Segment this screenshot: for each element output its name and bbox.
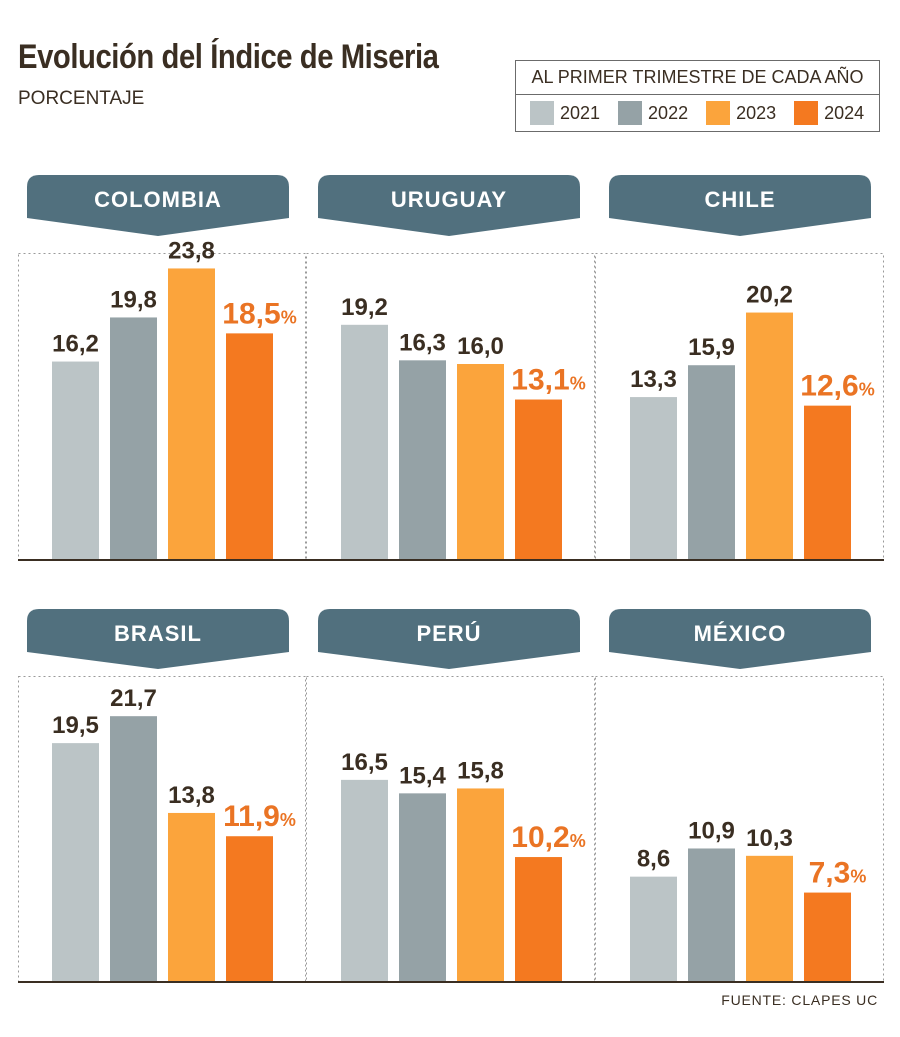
bar-2021 (52, 361, 99, 560)
data-label-highlight: 7,3% (809, 857, 867, 890)
panel-frame (306, 253, 595, 561)
panel-colombia: COLOMBIA 16,2 19,8 23,8 18,5% (18, 175, 306, 561)
data-label-highlight: 10,2% (511, 821, 585, 854)
data-label: 13,3 (630, 366, 677, 393)
percent-suffix: % (850, 867, 866, 887)
country-header-banner (27, 609, 289, 669)
data-label: 13,8 (168, 782, 215, 809)
data-label: 23,8 (168, 237, 215, 264)
bar-2021 (630, 397, 677, 560)
legend-label-2023: 2023 (736, 102, 777, 123)
bar-2022 (399, 793, 446, 982)
bar-2024 (515, 857, 562, 982)
bar-2023 (457, 788, 504, 982)
bar-2023 (746, 855, 793, 982)
bar-2024 (515, 399, 562, 560)
panel-frame (306, 676, 595, 983)
legend-swatch-2022 (618, 101, 643, 125)
data-label-highlight: 13,1% (511, 364, 585, 397)
bar-2023 (168, 812, 215, 982)
panel-frame (595, 676, 884, 983)
data-label: 8,6 (637, 846, 670, 873)
panel-peru: PERÚ 16,5 15,4 15,8 10,2% (306, 609, 595, 983)
data-label: 16,0 (457, 333, 504, 360)
country-header-label: CHILE (705, 187, 776, 212)
data-label: 15,8 (457, 757, 504, 784)
chart-subtitle: PORCENTAJE (18, 88, 145, 109)
country-header-label: PERÚ (416, 621, 481, 646)
data-label: 10,3 (746, 825, 793, 852)
legend-label-2021: 2021 (560, 102, 601, 123)
bar-2022 (688, 365, 735, 560)
country-header-banner (27, 175, 289, 236)
panel-frame (18, 253, 306, 561)
percent-suffix: % (281, 307, 297, 327)
bar-2022 (110, 317, 157, 560)
data-label-highlight: 12,6% (800, 370, 874, 403)
panel-uruguay: URUGUAY 19,2 16,3 16,0 13,1% (306, 175, 595, 561)
bar-2023 (746, 312, 793, 560)
percent-suffix: % (570, 831, 586, 851)
legend-swatch-2024 (794, 101, 819, 125)
country-header-banner (609, 609, 871, 669)
bar-2024 (226, 333, 273, 560)
data-label: 16,3 (399, 329, 446, 356)
source-note: FUENTE: CLAPES UC (721, 992, 878, 1008)
country-header-label: BRASIL (114, 621, 202, 646)
data-label-highlight: 11,9% (223, 800, 296, 833)
data-label: 20,2 (746, 282, 793, 309)
bar-2021 (341, 324, 388, 560)
country-header-label: URUGUAY (391, 187, 507, 212)
bar-2021 (630, 876, 677, 982)
bar-2023 (168, 268, 215, 560)
bar-2024 (804, 892, 851, 982)
legend-item-2024: 2024 (794, 101, 864, 125)
data-label: 16,5 (341, 749, 388, 776)
percent-suffix: % (280, 810, 296, 830)
legend: AL PRIMER TRIMESTRE DE CADA AÑO 2021 202… (515, 60, 880, 132)
chart-title: Evolución del Índice de Miseria (18, 38, 439, 76)
data-label: 21,7 (110, 685, 157, 712)
legend-label-2024: 2024 (824, 102, 865, 123)
data-label: 15,9 (688, 334, 735, 361)
bar-2023 (457, 364, 504, 560)
percent-suffix: % (859, 380, 875, 400)
legend-title: AL PRIMER TRIMESTRE DE CADA AÑO (516, 61, 879, 95)
bar-2022 (399, 360, 446, 560)
legend-items: 2021 2022 2023 2024 (530, 101, 882, 125)
bar-2022 (688, 848, 735, 982)
bar-2022 (110, 716, 157, 982)
country-header-banner (609, 175, 871, 236)
country-header-label: COLOMBIA (94, 187, 222, 212)
data-label: 19,8 (110, 286, 157, 313)
data-label-highlight: 18,5% (222, 297, 296, 330)
bar-2024 (226, 836, 273, 982)
data-label: 19,5 (52, 712, 99, 739)
country-header-banner (318, 609, 580, 669)
data-label: 15,4 (399, 762, 446, 789)
data-label: 16,2 (52, 331, 99, 358)
panel-brasil: BRASIL 19,5 21,7 13,8 11,9% (18, 609, 306, 983)
legend-item-2023: 2023 (706, 101, 776, 125)
country-header-banner (318, 175, 580, 236)
data-label: 10,9 (688, 817, 735, 844)
legend-swatch-2023 (706, 101, 731, 125)
country-header-label: MÉXICO (694, 621, 787, 646)
legend-label-2022: 2022 (648, 102, 689, 123)
bar-2021 (341, 779, 388, 982)
legend-swatch-2021 (530, 101, 554, 125)
legend-item-2022: 2022 (618, 101, 688, 125)
legend-item-2021: 2021 (530, 101, 600, 125)
panel-mexico: MÉXICO 8,6 10,9 10,3 7,3% (595, 609, 884, 983)
percent-suffix: % (570, 374, 586, 394)
bar-2021 (52, 743, 99, 982)
bar-2024 (804, 405, 851, 560)
data-label: 19,2 (341, 294, 388, 321)
panel-frame (595, 253, 884, 561)
panel-chile: CHILE 13,3 15,9 20,2 12,6% (595, 175, 884, 561)
